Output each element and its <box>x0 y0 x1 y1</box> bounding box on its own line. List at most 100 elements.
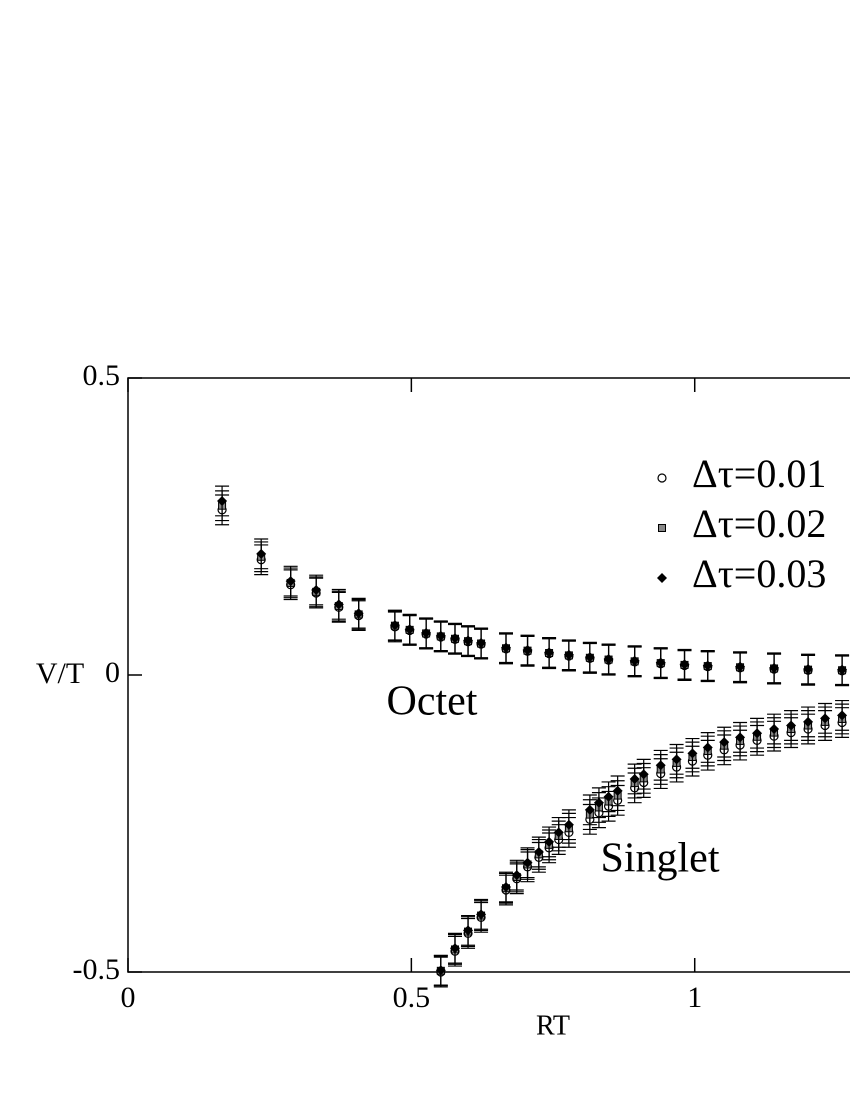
point <box>671 754 682 765</box>
error-point <box>677 648 692 680</box>
point <box>837 664 848 675</box>
y-tick-label: -0.5 <box>73 953 121 986</box>
legend-label: Δτ=0.02 <box>692 501 826 546</box>
error-point <box>520 634 535 666</box>
error-point <box>636 758 651 790</box>
error-point <box>818 702 833 734</box>
legend-entry: Δτ=0.02 <box>658 501 826 546</box>
error-point <box>835 654 850 686</box>
point <box>533 847 544 858</box>
error-point <box>254 538 269 570</box>
error-point <box>542 826 557 858</box>
point <box>285 576 296 587</box>
error-point <box>283 565 298 597</box>
point <box>563 819 574 830</box>
y-tick-label: 0.5 <box>83 359 121 392</box>
point <box>603 653 614 664</box>
point <box>435 965 446 976</box>
point <box>544 836 555 847</box>
error-point <box>733 721 748 753</box>
point <box>752 728 763 739</box>
point <box>553 827 564 838</box>
error-point <box>331 588 346 620</box>
x-tick-label: 0 <box>121 981 136 1014</box>
x-tick-label: 1 <box>687 981 702 1014</box>
error-point <box>733 651 748 683</box>
error-point <box>447 622 462 654</box>
point <box>449 943 460 954</box>
point <box>603 791 614 802</box>
error-point <box>520 847 535 879</box>
error-point <box>767 713 782 745</box>
error-point <box>499 871 514 903</box>
point <box>404 624 415 635</box>
point <box>353 608 364 619</box>
point <box>522 645 533 656</box>
point <box>655 760 666 771</box>
point <box>256 548 267 559</box>
error-point <box>801 653 816 685</box>
point <box>389 620 400 631</box>
error-point <box>387 609 402 641</box>
x-tick-label: 0.5 <box>393 981 431 1014</box>
error-point <box>474 627 489 659</box>
error-point <box>551 816 566 848</box>
legend-label: Δτ=0.01 <box>692 451 826 496</box>
error-point <box>582 794 597 826</box>
point <box>820 713 831 724</box>
error-point <box>835 699 850 731</box>
error-point <box>653 647 668 678</box>
point <box>679 659 690 670</box>
point <box>435 630 446 641</box>
legend-marker <box>657 573 667 583</box>
error-point <box>419 617 434 649</box>
error-point <box>700 732 715 763</box>
error-point <box>582 641 597 673</box>
point <box>687 748 698 759</box>
error-point <box>750 717 765 749</box>
point <box>769 662 780 673</box>
point <box>563 649 574 660</box>
y-tick-label: 0 <box>105 656 120 689</box>
point <box>702 742 713 753</box>
legend-entry: Δτ=0.01 <box>657 451 826 496</box>
annotation: Singlet <box>600 836 719 882</box>
point <box>702 660 713 671</box>
error-point <box>499 632 514 664</box>
y-axis-label: V/T <box>36 657 84 690</box>
point <box>786 720 797 731</box>
error-point <box>700 650 715 681</box>
point <box>719 737 730 748</box>
error-point <box>542 636 557 668</box>
point <box>803 716 814 727</box>
point <box>311 585 322 596</box>
point <box>501 642 512 653</box>
point <box>476 637 487 648</box>
error-point <box>561 639 576 671</box>
error-point <box>474 898 489 930</box>
error-point <box>601 643 616 675</box>
error-point <box>669 743 684 775</box>
legend-marker <box>658 524 666 532</box>
point <box>735 661 746 672</box>
point <box>769 724 780 735</box>
x-axis-label: RT <box>536 1010 570 1041</box>
error-point <box>601 781 616 813</box>
point <box>837 710 848 721</box>
error-point <box>591 787 606 819</box>
point <box>463 925 474 936</box>
error-point <box>433 620 448 652</box>
point <box>463 635 474 646</box>
error-point <box>351 597 366 629</box>
point <box>584 804 595 815</box>
error-point <box>309 574 324 606</box>
error-point <box>433 954 448 986</box>
point <box>629 773 640 784</box>
error-point <box>767 652 782 684</box>
error-point <box>402 613 417 645</box>
point <box>612 785 623 796</box>
point <box>511 870 522 881</box>
point <box>217 495 228 506</box>
